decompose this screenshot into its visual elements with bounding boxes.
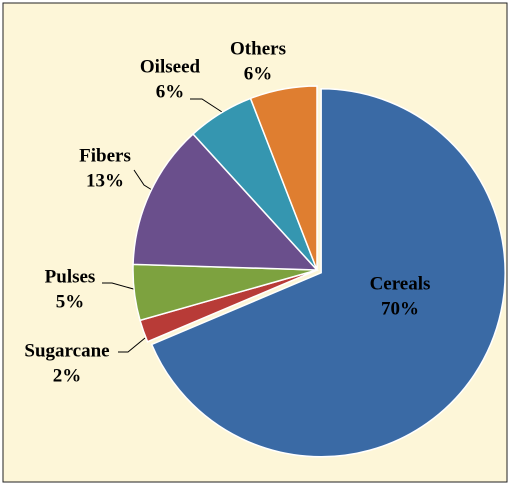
leader-line [133, 169, 153, 191]
leader-line [118, 337, 146, 353]
pie-slice [249, 85, 318, 271]
value-label: 6% [244, 63, 273, 84]
slice-label: Cereals [370, 273, 431, 294]
pie-slice [132, 132, 319, 271]
pie-slice [150, 88, 506, 458]
value-label: 70% [381, 298, 419, 319]
leader-line [190, 98, 223, 113]
value-label: 2% [53, 365, 82, 386]
value-label: 5% [56, 291, 85, 312]
slice-label: Sugarcane [24, 340, 109, 361]
value-label: 6% [156, 81, 185, 102]
leader-lines [102, 98, 223, 353]
value-label: 13% [86, 170, 124, 191]
slice-label: Oilseed [140, 56, 201, 77]
slice-label: Fibers [79, 145, 131, 166]
leader-line [102, 282, 138, 291]
slice-label: Others [230, 38, 286, 59]
slice-label: Pulses [45, 266, 96, 287]
